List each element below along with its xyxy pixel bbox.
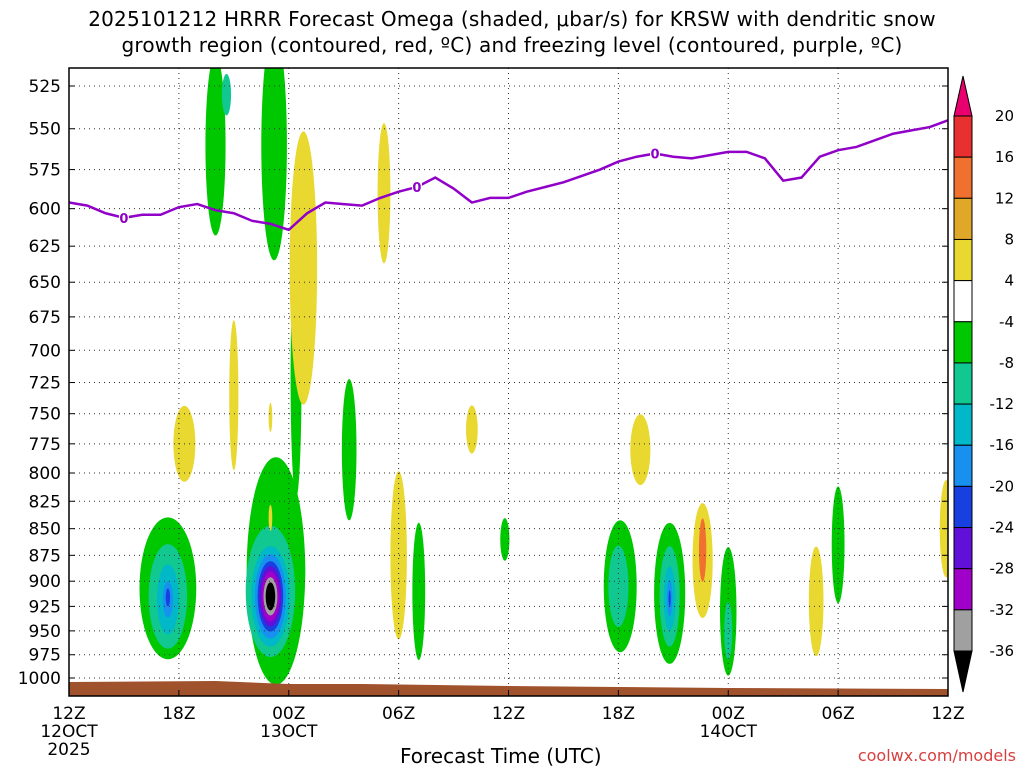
- omega-area-38: [630, 414, 651, 486]
- omega-area-23: [724, 601, 733, 660]
- omega-area-26: [500, 518, 510, 561]
- x-tick-year-label: 2025: [47, 740, 90, 760]
- colorbar-swatch-12: [953, 568, 973, 611]
- y-tick-label: 525: [29, 77, 61, 97]
- x-tick-label: 00Z: [272, 704, 305, 724]
- omega-area-28: [261, 68, 287, 261]
- colorbar-label: -28: [990, 560, 1015, 578]
- colorbar-label: 16: [995, 148, 1014, 166]
- colorbar-label: -12: [990, 395, 1015, 413]
- y-tick-label: 725: [29, 374, 61, 394]
- omega-area-44: [268, 504, 273, 531]
- colorbar-label: -32: [990, 601, 1015, 619]
- omega-area-25: [831, 486, 845, 604]
- freezing-level-label: 0: [119, 212, 128, 227]
- y-tick-label: 850: [29, 520, 61, 540]
- omega-area-27: [205, 68, 226, 236]
- omega-area-37: [466, 405, 478, 454]
- x-tick-label: 06Z: [821, 704, 854, 724]
- omega-area-5: [165, 588, 171, 607]
- x-tick-label: 12Z: [492, 704, 525, 724]
- colorbar-swatch-5: [953, 280, 973, 323]
- y-tick-label: 925: [29, 597, 61, 617]
- colorbar-label: -8: [999, 354, 1014, 372]
- colorbar-swatch-13: [953, 609, 973, 652]
- freezing-label-bg: [411, 178, 422, 194]
- omega-area-14: [265, 582, 276, 611]
- colorbar-swatch-10: [953, 485, 973, 529]
- omega-area-36: [390, 471, 407, 640]
- colorbar-bottom-arrow: [953, 650, 973, 693]
- x-tick-label: 12Z: [52, 704, 85, 724]
- y-tick-label: 600: [29, 200, 61, 220]
- freezing-level-line: [69, 119, 948, 232]
- colorbar-label: -24: [990, 519, 1015, 537]
- y-tick-label: 800: [29, 464, 61, 484]
- colorbar-label: -4: [999, 313, 1014, 331]
- colorbar-label: 4: [1004, 272, 1014, 290]
- y-tick-label: 775: [29, 435, 61, 455]
- x-tick-label: 06Z: [382, 704, 415, 724]
- y-tick-label: 625: [29, 237, 61, 257]
- y-tick-label: 875: [29, 546, 61, 566]
- y-tick-label: 650: [29, 273, 61, 293]
- colorbar-label: 12: [995, 189, 1014, 207]
- omega-area-29: [221, 73, 232, 116]
- chart-title-line1: 2025101212 HRRR Forecast Omega (shaded, …: [88, 7, 936, 31]
- credit-label: coolwx.com/models: [857, 746, 1016, 765]
- x-tick-date-label: 14OCT: [700, 722, 758, 742]
- omega-area-21: [668, 590, 671, 607]
- omega-area-32: [289, 131, 318, 405]
- colorbar-label: -16: [990, 436, 1015, 454]
- colorbar-swatch-4: [953, 238, 973, 282]
- omega-area-33: [377, 123, 391, 264]
- colorbar-swatch-3: [953, 197, 973, 240]
- chart-title-line2: growth region (contoured, red, ºC) and f…: [121, 33, 903, 57]
- x-tick-label: 18Z: [162, 704, 195, 724]
- y-tick-label: 900: [29, 572, 61, 592]
- colorbar-swatch-9: [953, 444, 973, 487]
- y-tick-label: 675: [29, 308, 61, 328]
- x-tick-label: 12Z: [931, 704, 964, 724]
- colorbar-label: -20: [990, 477, 1015, 495]
- y-tick-label: 1000: [18, 669, 61, 689]
- colorbar-label: 20: [995, 107, 1014, 125]
- colorbar-label: -36: [990, 642, 1015, 660]
- colorbar-swatch-6: [953, 321, 973, 364]
- x-tick-label: 00Z: [712, 704, 745, 724]
- colorbar-label: 8: [1004, 230, 1014, 248]
- omega-area-16: [608, 545, 629, 627]
- omega-area-24: [412, 522, 426, 661]
- y-tick-label: 575: [29, 161, 61, 181]
- colorbar-swatch-11: [953, 527, 973, 570]
- colorbar-swatch-1: [953, 115, 973, 158]
- omega-area-35: [229, 320, 239, 471]
- y-tick-label: 700: [29, 341, 61, 361]
- colorbar-swatch-2: [953, 156, 973, 199]
- y-tick-label: 950: [29, 622, 61, 642]
- freezing-level-label: 0: [412, 181, 421, 196]
- freezing-label-bg: [650, 145, 660, 161]
- plot-area: 0 0 0: [69, 68, 948, 696]
- freezing-level-label: 0: [650, 147, 659, 162]
- y-tick-label: 550: [29, 120, 61, 140]
- omega-area-41: [808, 546, 824, 657]
- x-tick-date-label: 12OCT: [40, 722, 98, 742]
- colorbar-swatch-7: [953, 362, 973, 405]
- omega-area-43: [268, 402, 273, 433]
- y-tick-label: 825: [29, 492, 61, 512]
- x-tick-label: 18Z: [602, 704, 635, 724]
- colorbar-swatch-8: [953, 403, 973, 446]
- freezing-label-bg: [118, 209, 129, 225]
- y-tick-label: 750: [29, 405, 61, 425]
- omega-area-40: [698, 518, 707, 582]
- x-axis-title: Forecast Time (UTC): [400, 744, 602, 768]
- colorbar-top-arrow: [953, 75, 973, 117]
- x-tick-date-label: 13OCT: [260, 722, 318, 742]
- y-tick-label: 975: [29, 646, 61, 666]
- omega-area-31: [341, 379, 357, 521]
